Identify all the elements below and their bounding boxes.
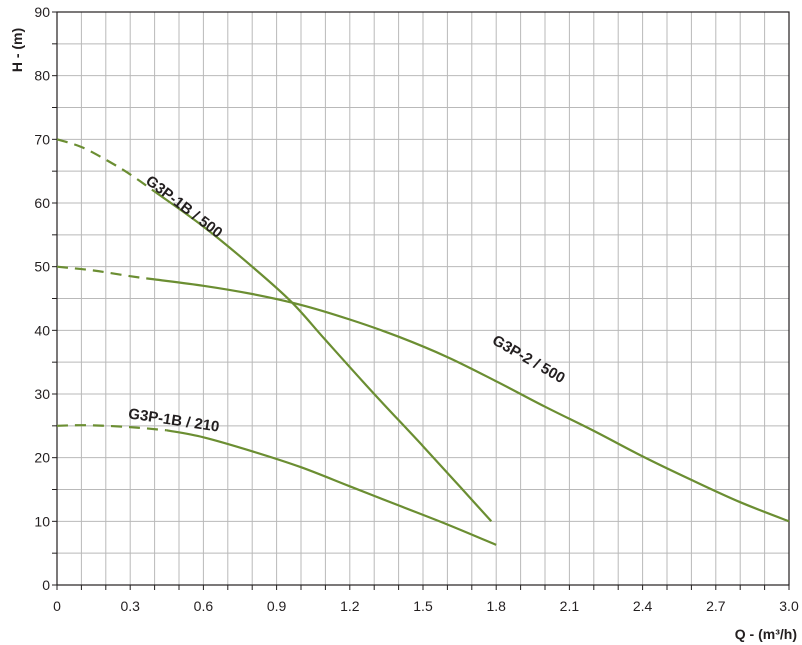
- x-tick-label: 0.9: [267, 598, 287, 614]
- x-tick-label: 2.1: [560, 598, 580, 614]
- y-tick-label: 40: [34, 322, 50, 338]
- x-tick-label: 2.4: [633, 598, 653, 614]
- x-tick-label: 1.5: [413, 598, 433, 614]
- y-tick-label: 30: [34, 386, 50, 402]
- y-tick-label: 60: [34, 195, 50, 211]
- x-tick-label: 0.3: [120, 598, 140, 614]
- y-tick-label: 70: [34, 131, 50, 147]
- y-axis-label: H - (m): [9, 28, 25, 72]
- x-tick-labels: 0 0.3 0.6 0.9 1.2 1.5 1.8 2.1 2.4 2.7 3.0: [53, 598, 799, 614]
- series-g3p-2-500-dashed-line: [56, 265, 155, 281]
- x-tick-label: 2.7: [706, 598, 726, 614]
- series-g3p-2-500-line: [154, 278, 790, 523]
- curves: [56, 138, 790, 546]
- grid-lines: [56, 11, 790, 586]
- axes: [52, 11, 790, 590]
- series-g3p-1b-210-dashed-line: [56, 424, 167, 432]
- series-g3p-1b-500-line: [153, 190, 493, 523]
- x-axis-label: Q - (m³/h): [735, 626, 797, 642]
- y-tick-label: 80: [34, 68, 50, 84]
- series-g3p-1b-210-line: [166, 429, 497, 546]
- x-tick-label: 3.0: [779, 598, 799, 614]
- x-tick-label: 0.6: [194, 598, 214, 614]
- y-tick-label: 50: [34, 259, 50, 275]
- x-tick-label: 1.2: [340, 598, 360, 614]
- x-tick-label: 1.8: [486, 598, 506, 614]
- y-tick-labels: 0 10 20 30 40 50 60 70 80 90: [34, 4, 50, 593]
- series-g3p-1b-500-dashed-line: [56, 138, 156, 193]
- x-tick-label: 0: [53, 598, 61, 614]
- y-tick-label: 20: [34, 450, 50, 466]
- y-tick-label: 0: [42, 577, 50, 593]
- y-tick-label: 90: [34, 4, 50, 20]
- series-label-g3p-2-500: G3P-2 / 500: [489, 332, 568, 387]
- y-tick-label: 10: [34, 513, 50, 529]
